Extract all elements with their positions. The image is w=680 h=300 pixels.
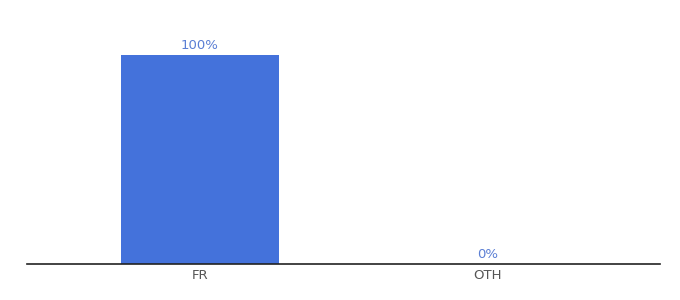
Text: 100%: 100% [181, 39, 218, 52]
Text: 0%: 0% [477, 248, 498, 261]
Bar [120, 55, 279, 264]
